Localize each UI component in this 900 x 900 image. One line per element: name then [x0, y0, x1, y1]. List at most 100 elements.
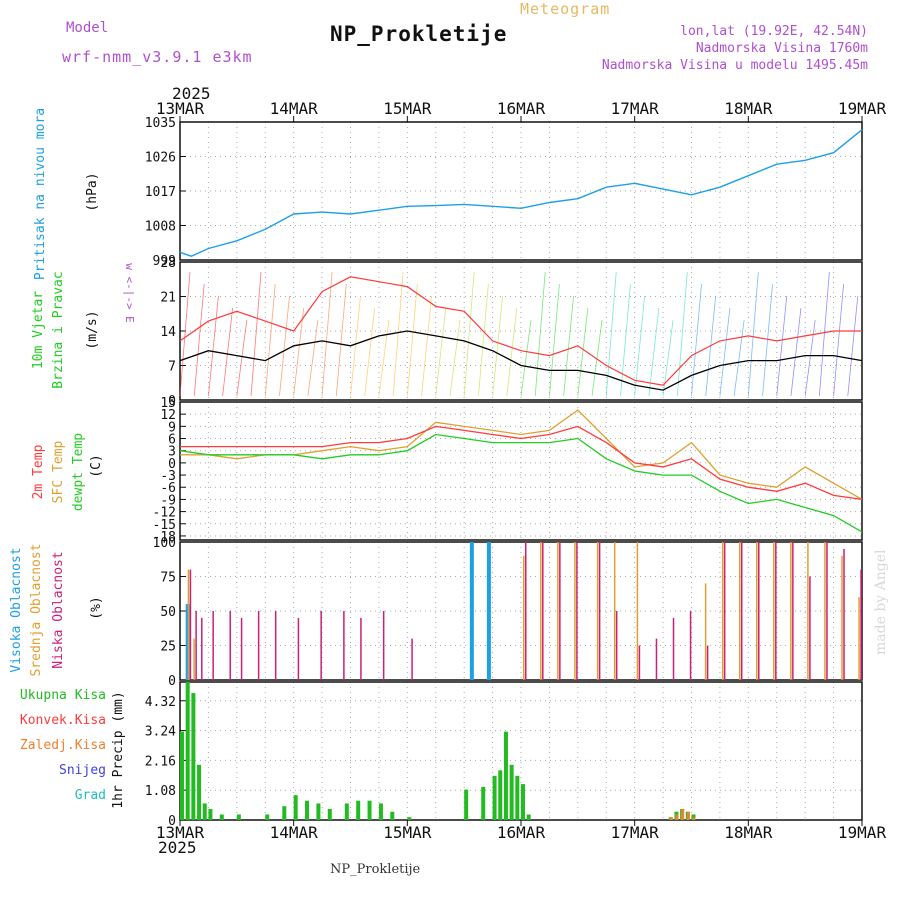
y-tick-label: 1026 — [145, 151, 176, 166]
x-tick-label-top: 18MAR — [724, 99, 773, 118]
y-tick-label: 14 — [160, 325, 176, 340]
panel-clouds: 0 25 50 75 100 — [153, 536, 863, 689]
pressure-line — [179, 129, 863, 257]
mid-cloud-bar — [636, 542, 639, 680]
mid-cloud-bar — [841, 555, 843, 680]
low-cloud-bar — [689, 611, 692, 680]
low-cloud-bar — [598, 542, 601, 680]
precip-bar — [293, 795, 298, 820]
pressure-unit: (hPa) — [85, 172, 100, 211]
y-tick-label: 4.32 — [145, 695, 176, 710]
low-cloud-bar — [860, 569, 862, 680]
low-cloud-bar — [559, 542, 561, 680]
y-tick-label: 21 — [160, 291, 176, 306]
wind-direction-arrow — [222, 307, 234, 397]
dewpt-line — [179, 433, 863, 533]
low-cloud-bar — [576, 542, 578, 680]
precip-bar — [521, 784, 525, 820]
low-cloud-bar — [826, 542, 828, 680]
lonlat-label: lon,lat (19.92E, 42.54N) — [680, 24, 868, 39]
x-tick-label-top: 19MAR — [838, 99, 887, 118]
low-cloud-bar — [758, 542, 760, 680]
wind-direction-arrow — [833, 283, 844, 397]
y-tick-label: -15 — [153, 518, 176, 533]
y-tick-label: 75 — [160, 571, 176, 586]
high-cloud-label: Visoka Oblacnost — [9, 547, 24, 672]
y-tick-label: -18 — [153, 530, 176, 545]
temp2m-label: 2m Temp — [31, 444, 46, 499]
low-cloud-bar — [189, 569, 192, 680]
mid-cloud-bar — [540, 542, 542, 680]
wind-direction-arrow — [520, 319, 532, 397]
mid-cloud-bar — [721, 542, 724, 680]
low-cloud-bar — [297, 617, 300, 680]
low-cloud-bar — [343, 611, 345, 680]
pressure-side-labels: Pritisak na nivou mora (hPa) — [33, 108, 100, 280]
precip-bar — [481, 786, 486, 820]
low-cloud-bar — [706, 645, 709, 680]
y-tick-label: 999 — [153, 254, 176, 269]
precip-bar — [197, 764, 202, 820]
mid-cloud-bar — [704, 583, 707, 680]
wind-direction-arrow — [421, 295, 432, 397]
panel-pressure: 999 1008 1017 1026 1035 — [145, 116, 863, 269]
wind-direction-arrow — [634, 295, 646, 397]
wind-direction-arrow — [847, 295, 859, 397]
precip-bar — [503, 731, 508, 820]
wind-direction-arrow — [563, 295, 575, 397]
panel-frame — [179, 401, 863, 541]
x-tick-label-top: 13MAR — [156, 99, 205, 118]
low-cloud-bar — [201, 617, 203, 680]
wind-direction-arrow — [279, 295, 290, 397]
wind-direction-arrow — [790, 307, 802, 397]
wind-unit: (m/s) — [85, 310, 100, 349]
model-name: wrf-nmm_v3.9.1 e3km — [62, 48, 253, 66]
mid-cloud-bar — [790, 542, 792, 680]
y-tick-label: -3 — [160, 469, 176, 484]
precip-bar — [327, 808, 332, 820]
x-tick-label-bottom: 13MAR — [156, 823, 205, 842]
wind-side-labels: 10m Vjetar Brzina i Pravac (m/s) w <-|->… — [31, 263, 136, 389]
wind-direction-arrow — [208, 295, 219, 397]
legend-hail: Grad — [75, 788, 106, 803]
precip-bar — [202, 803, 207, 820]
precip-bar — [515, 775, 520, 820]
wind-direction-arrow — [676, 271, 688, 397]
panel-wind: 0 7 14 21 28 — [160, 256, 863, 409]
precip-bar — [185, 682, 190, 820]
sfc-label: SFC Temp — [51, 441, 66, 504]
precip-bar — [208, 808, 213, 820]
x-tick-label-bottom: 18MAR — [724, 823, 773, 842]
x-tick-label-bottom: 14MAR — [270, 823, 319, 842]
precip-bar — [236, 814, 241, 820]
wind-direction-arrow — [193, 283, 205, 397]
wind-direction-arrow — [293, 307, 305, 397]
cloud-side-labels: Visoka Oblacnost Srednja Oblacnost Niska… — [9, 543, 104, 676]
wind-direction-arrow — [620, 283, 631, 397]
x-tick-label-top: 17MAR — [611, 99, 660, 118]
y-tick-label: 0 — [168, 394, 176, 409]
y-tick-label: 0 — [168, 674, 176, 689]
y-tick-label: 6 — [168, 433, 176, 448]
wind-direction-arrow — [804, 319, 816, 397]
panel-precipitation: 0 1.08 2.16 3.24 4.32 — [145, 681, 863, 829]
low-cloud-bar — [723, 542, 726, 680]
high-cloud-bar — [486, 542, 491, 680]
precip-bar — [367, 800, 372, 820]
wind-direction-arrow — [350, 295, 361, 397]
wind-direction-arrow — [250, 271, 262, 397]
low-cloud-bar — [229, 611, 231, 680]
y-tick-label: -12 — [153, 506, 176, 521]
precip-bar — [344, 803, 349, 820]
low-cloud-bar — [274, 611, 277, 680]
wind-direction-arrow — [321, 271, 333, 397]
low-cloud-bar — [843, 548, 845, 680]
y-tick-label: 3 — [168, 445, 176, 460]
wind-direction-arrow — [378, 319, 390, 397]
footer-station: NP_Prokletije — [330, 862, 421, 877]
precip-bar — [305, 800, 310, 820]
mid-cloud-bar — [824, 542, 826, 680]
mid-cloud-bar — [596, 542, 599, 680]
